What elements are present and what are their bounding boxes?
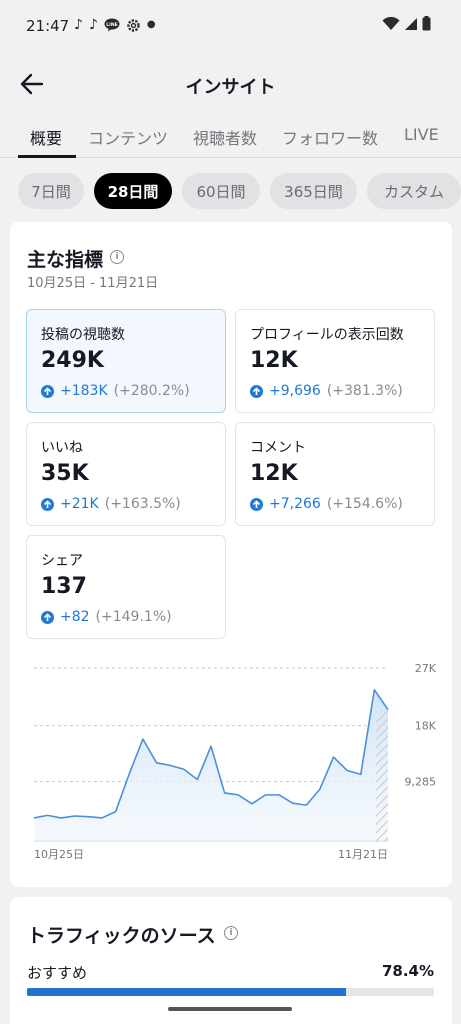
x-tick-label: 11月21日 [338, 848, 388, 861]
tab-overview[interactable]: 概要 [30, 129, 63, 148]
date-range: 10月25日 - 11月21日 [27, 276, 159, 291]
page-title: インサイト [185, 77, 276, 98]
period-chip-7-days[interactable]: 7日間 [18, 173, 84, 209]
metric-label: コメント [250, 440, 306, 456]
y-tick-label: 27K [415, 662, 437, 675]
status-bar: 21:47 ♪ ♪ LINE ● [0, 0, 461, 56]
battery-icon [422, 16, 431, 31]
header: インサイト [0, 56, 461, 112]
gear-icon [127, 18, 140, 32]
traffic-source-bar [27, 988, 434, 996]
signal-icon [405, 17, 417, 30]
tab-followers[interactable]: フォロワー数 [282, 129, 379, 148]
traffic-source-value: 78.4% [381, 962, 434, 980]
metric-label: 投稿の視聴数 [41, 327, 125, 343]
metric-change: +7,266 (+154.6%) [250, 496, 403, 512]
metric-label: プロフィールの表示回数 [250, 327, 404, 343]
period-chip-60-days[interactable]: 60日間 [182, 173, 260, 209]
tab-bar: 概要 コンテンツ 視聴者数 フォロワー数 LIVE [0, 112, 461, 158]
metric-value: 12K [250, 348, 298, 373]
arrow-up-circle-icon [250, 384, 263, 398]
metric-value: 35K [41, 461, 89, 486]
metric-label: いいね [41, 440, 83, 456]
wifi-icon [382, 16, 400, 30]
chart-projection-hatch [376, 709, 388, 841]
tab-viewers[interactable]: 視聴者数 [193, 129, 258, 148]
arrow-up-circle-icon [41, 384, 54, 398]
active-tab-indicator [18, 155, 76, 158]
traffic-source-title: トラフィックのソース [27, 925, 216, 947]
arrow-up-circle-icon [41, 610, 54, 624]
dot-icon: ● [146, 19, 156, 30]
metric-change: +82 (+149.1%) [41, 609, 172, 625]
metric-value: 249K [41, 348, 104, 373]
back-button[interactable] [16, 68, 48, 100]
status-time: 21:47 [26, 17, 70, 35]
y-tick-label: 18K [415, 720, 437, 733]
metric-value: 12K [250, 461, 298, 486]
traffic-source-card: トラフィックのソース i おすすめ 78.4% [10, 897, 452, 1024]
key-metrics-card: 主な指標 i 10月25日 - 11月21日 投稿の視聴数 249K +183K… [10, 222, 452, 887]
arrow-up-circle-icon [41, 497, 54, 511]
metric-change: +183K (+280.2%) [41, 383, 190, 399]
metric-value: 137 [41, 574, 87, 599]
info-icon[interactable]: i [224, 926, 238, 940]
x-tick-label: 10月25日 [34, 848, 84, 861]
metric-card-post-views[interactable]: 投稿の視聴数 249K +183K (+280.2%) [26, 309, 226, 413]
arrow-left-icon [20, 73, 44, 95]
tiktok-icon: ♪ [88, 17, 98, 33]
metric-card-comments[interactable]: コメント 12K +7,266 (+154.6%) [235, 422, 435, 526]
metric-card-profile-views[interactable]: プロフィールの表示回数 12K +9,696 (+381.3%) [235, 309, 435, 413]
arrow-up-circle-icon [250, 497, 263, 511]
home-indicator[interactable] [168, 1007, 292, 1011]
metric-change: +21K (+163.5%) [41, 496, 181, 512]
traffic-source-label: おすすめ [27, 964, 88, 982]
tiktok-icon: ♪ [74, 17, 83, 33]
period-chip-custom[interactable]: カスタム [367, 173, 461, 209]
traffic-source-bar-fill [27, 988, 347, 996]
tab-content[interactable]: コンテンツ [88, 129, 169, 148]
post-views-chart[interactable]: 27K 18K 9,285 10月25日 11月21日 [24, 658, 444, 868]
line-icon: LINE [104, 18, 120, 32]
period-chip-365-days[interactable]: 365日間 [270, 173, 357, 209]
y-tick-label: 9,285 [405, 776, 437, 789]
svg-text:LINE: LINE [106, 22, 117, 28]
period-chip-28-days[interactable]: 28日間 [94, 173, 172, 209]
info-icon[interactable]: i [110, 250, 124, 264]
metric-change: +9,696 (+381.3%) [250, 383, 403, 399]
metric-card-likes[interactable]: いいね 35K +21K (+163.5%) [26, 422, 226, 526]
metric-label: シェア [41, 553, 83, 569]
key-metrics-title: 主な指標 [27, 249, 104, 271]
chart-area [34, 689, 375, 841]
metric-card-shares[interactable]: シェア 137 +82 (+149.1%) [26, 535, 226, 639]
tab-live[interactable]: LIVE [404, 125, 439, 144]
